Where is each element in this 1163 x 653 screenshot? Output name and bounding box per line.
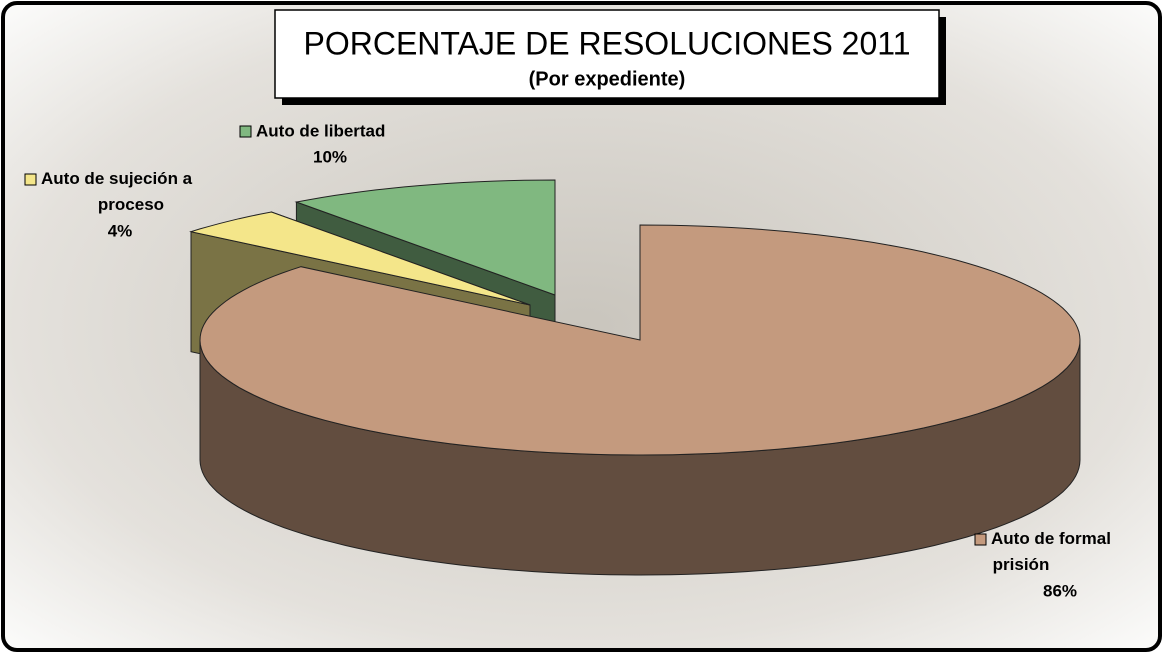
data-label-value: 4%	[108, 221, 133, 240]
title-box	[274, 9, 940, 99]
legend-swatch	[974, 533, 987, 546]
data-label: Auto de libertad	[256, 121, 385, 140]
data-label: Auto de sujeción a proceso	[41, 169, 193, 214]
data-label-value: 10%	[313, 147, 347, 166]
slice	[199, 224, 1081, 456]
slice	[294, 179, 556, 296]
data-label-value: 86%	[1043, 581, 1077, 600]
chart-title: PORCENTAJE DE RESOLUCIONES 2011	[304, 25, 911, 61]
labels: Auto de formal prisión 86% Auto de sujeción…	[24, 121, 1111, 600]
chart-subtitle: (Por expediente)	[529, 68, 686, 90]
slice	[189, 211, 531, 306]
legend-swatch	[24, 173, 37, 186]
legend-swatch	[239, 125, 252, 138]
data-label: Auto de formal prisión	[991, 529, 1111, 574]
pie	[189, 179, 1081, 576]
